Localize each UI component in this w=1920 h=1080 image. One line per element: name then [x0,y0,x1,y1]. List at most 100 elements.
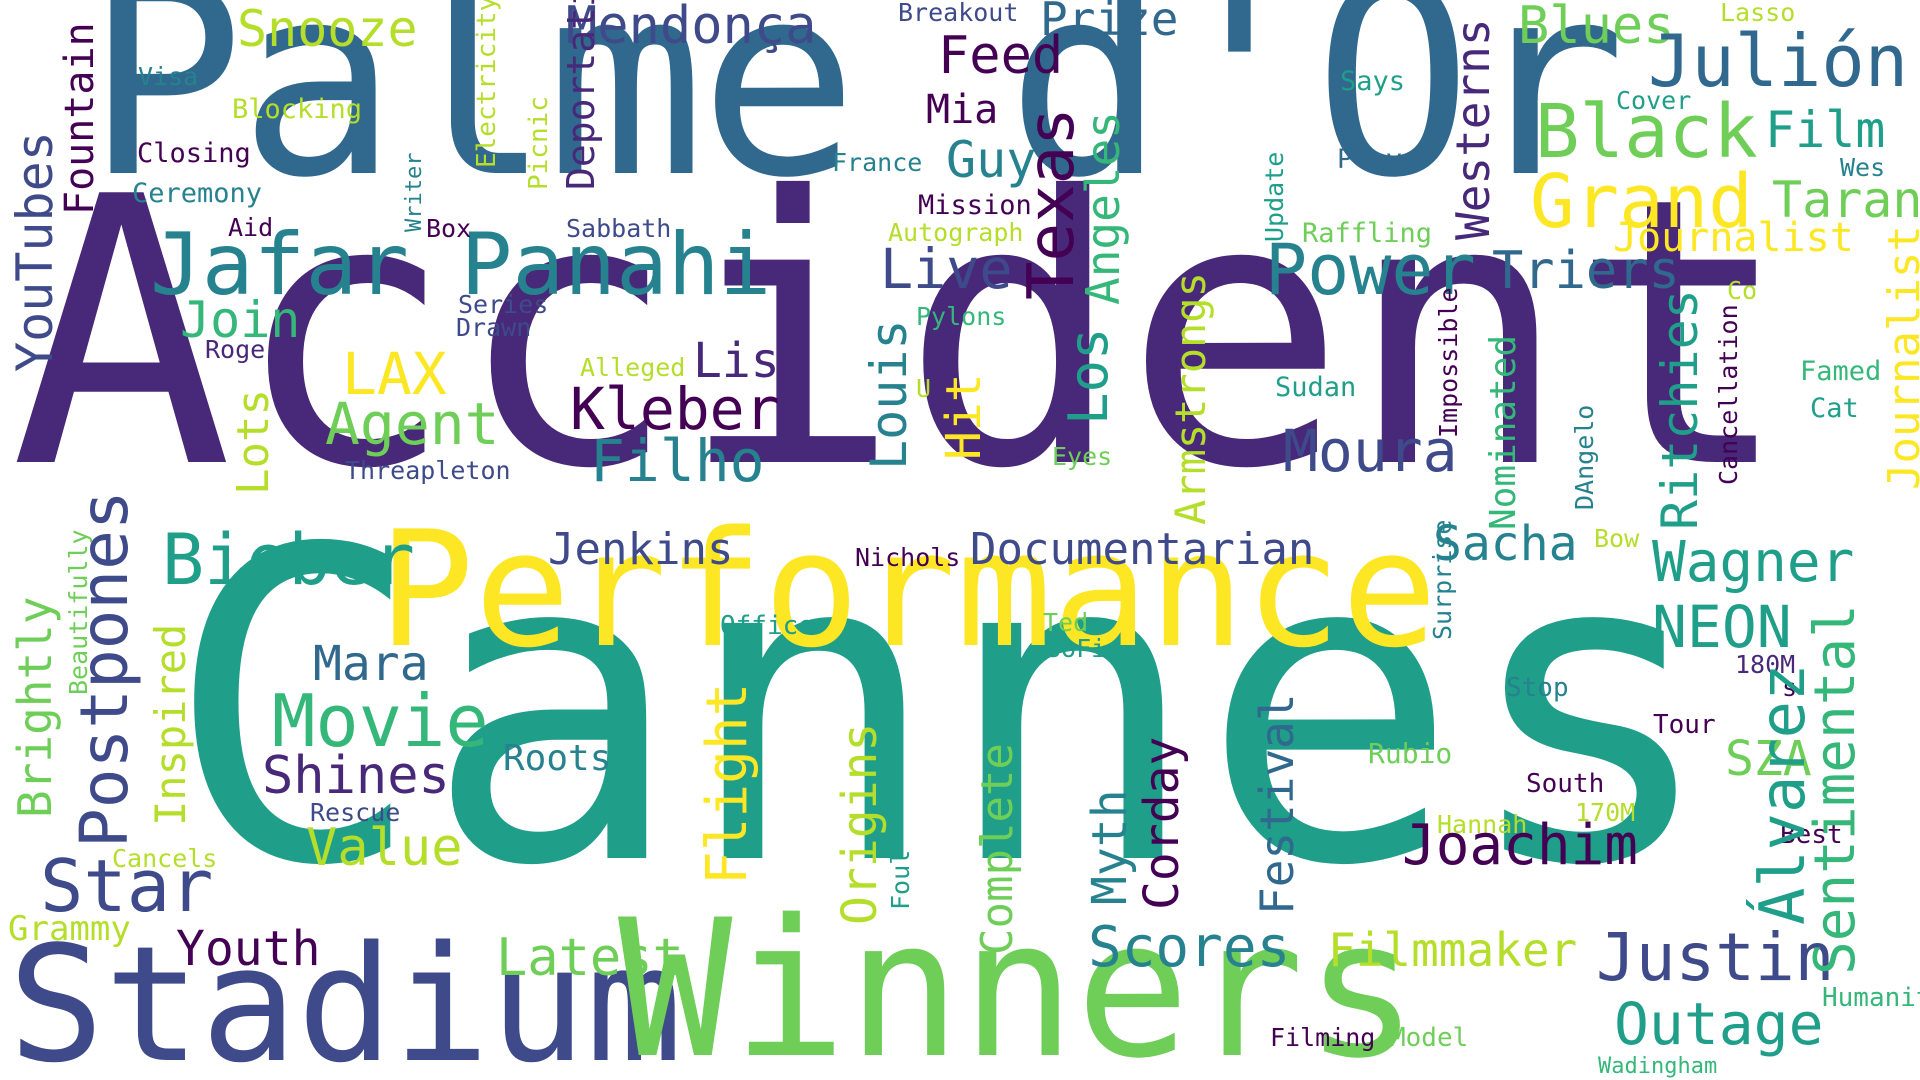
word-model: Humanitarian [1822,983,1920,1013]
word-blocking: Blocking [232,94,363,125]
word-cannes: Cannes [165,460,1719,960]
word-film: Tarantula [1772,171,1920,229]
word-origins: Origins [832,722,888,925]
word-feed: Blues [1518,0,1675,56]
word-filmmaker: Filmmaker [1328,923,1578,977]
word-mara: Mara [313,636,429,692]
word-armstrongs: Armstrongs [1166,272,1215,525]
word-power: Power [1265,229,1476,311]
word-170m: 170M [1575,798,1636,827]
word-best: Best [1780,820,1843,850]
word-sudan: Sudan [1275,372,1357,403]
word-s: s [1782,673,1798,702]
word-mission: Mission [918,190,1032,221]
word-rubio: Rubio [1368,737,1453,770]
word-mendonca: Mendonça [566,0,817,56]
word-lax: LAX [342,340,447,408]
word-deportations: Update [1260,151,1289,242]
word-sentimental: Sentimental [1803,604,1868,975]
word-join: Join [180,291,301,349]
word-play: Play [1337,144,1403,175]
word-threapleton: Threapleton [345,456,511,485]
word-impossible: DAngelo [1570,404,1599,510]
word-shines: Shines [262,746,450,806]
word-value: Value [306,818,463,878]
word-roots: Roots [503,738,612,779]
word-writer: Electricity [472,0,502,168]
word-joachim: Joachim [1402,813,1639,878]
word-snooze: Prize [1040,0,1179,46]
word-raffling: Raffling [1302,218,1433,249]
word-mia: Mia [926,87,999,133]
word-fountain: Fountain [57,22,103,215]
word-festival: Festival [1250,693,1304,915]
word-wes: Wes [1840,153,1886,182]
word-roger: Roger [205,335,281,364]
word-tour: Tour [1653,710,1716,740]
word-sacha: Sacha [1433,516,1578,572]
word-office: Office [720,611,814,641]
word-scores: Scores [1088,915,1291,980]
word-youth: Youth [176,921,321,977]
word-live: Live [880,237,1013,301]
word-ritchies: Ritchies [1651,289,1709,530]
word-westerns: Westerns [1446,18,1500,240]
word-wadingham: Writer [402,152,427,232]
word-180m: 180M [1735,650,1796,679]
word-cover: Cover [1616,86,1692,115]
word-blues: Film [1765,101,1886,159]
word-los: Los [1057,327,1120,425]
word-moura: Moura [1283,417,1458,485]
word-accident: Accident [10,120,1793,550]
word-julion: Julión [1648,19,1909,103]
word-ted: Ted [1043,608,1089,637]
word-ceremony: Ceremony [132,178,263,209]
word-complete: Complete [972,743,1023,955]
word-series: Series [458,290,549,319]
word-lasso: Lasso [1720,0,1796,27]
word-myth: Myth [1082,789,1138,905]
word-eyes: Eyes [1052,442,1113,471]
word-jenkins: Jenkins [548,524,734,575]
word-stadium: Stadium [8,911,683,1080]
word-triers: Triers [1492,241,1680,301]
word-neon: NEON [1652,593,1792,661]
word-hannah: Hannah [1437,810,1528,839]
word-cat: Cat [1810,393,1859,424]
word-texas: Texas [1015,107,1089,300]
word-journalist: Journalist [1879,225,1920,490]
word-winners: Winners [618,879,1419,1080]
word-bow: Bow [1594,524,1640,553]
word-youtubes: YouTubes [6,131,64,372]
word-surprise: Cancellation [1714,304,1743,485]
word-sza: SZA [1725,731,1812,787]
word-bieber: Bieber [162,519,415,601]
word-kleber: Kleber [570,375,780,443]
word-brightly: Brightly [8,596,62,818]
word-louis: Louis [860,319,918,470]
word-south: South [1526,769,1605,799]
word-guy: Guy [946,131,1037,189]
word-agent: Agent [325,390,500,458]
word-humanitarian: Wadingham [1598,1054,1718,1079]
word-update: Impossible [1434,287,1463,438]
word-sofi: SoFi [1046,634,1107,663]
word-u: U [916,374,932,403]
word-hit: Hit [936,373,992,460]
word-cancels: Grammy [8,909,131,949]
word-says: Says [1340,66,1406,97]
word-documentarian: Documentarian [970,524,1315,575]
word-filming: Model [1390,1023,1469,1053]
word-pylons: Pylons [916,302,1007,331]
word-beautifully: Foul [886,849,915,910]
word-drawn: Drawn [456,313,532,342]
word-picnic: Deportations [559,0,603,190]
word-sabbath: Sabbath [566,214,672,243]
word-star: Star [40,844,214,928]
word-co: Co [1727,276,1758,305]
word-outage: Outage [1614,990,1824,1058]
word-filho: Filho [590,427,765,495]
word-stop: Stop [1506,673,1569,703]
word-angeles: Angeles [1076,111,1130,305]
